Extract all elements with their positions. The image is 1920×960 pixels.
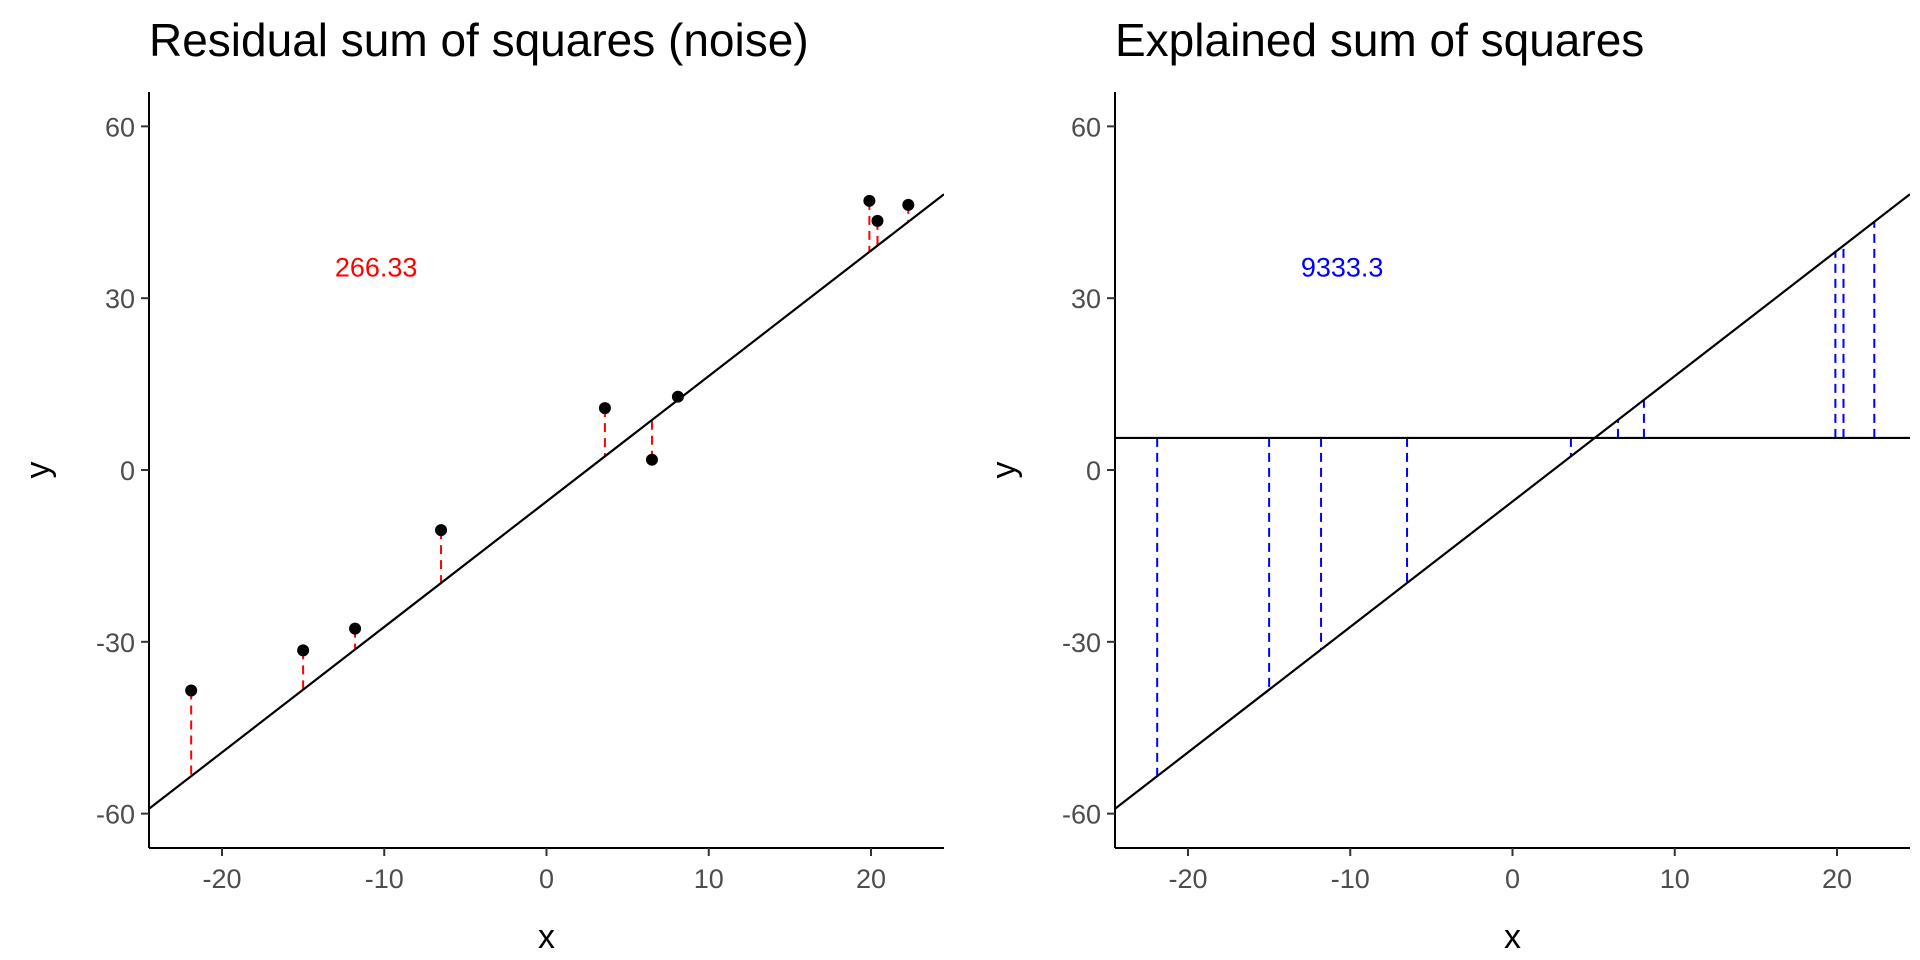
y-tick-label: 0: [1086, 456, 1101, 486]
data-point: [645, 453, 658, 466]
x-tick-label: 20: [856, 864, 886, 894]
x-tick-label: 10: [1660, 864, 1690, 894]
plot-area: [149, 193, 944, 810]
y-tick-label: -60: [96, 800, 135, 830]
y-tick-label: -60: [1062, 800, 1101, 830]
data-point: [598, 402, 611, 415]
data-point: [349, 622, 362, 635]
data-point: [902, 198, 915, 211]
y-tick-label: 0: [120, 456, 135, 486]
x-tick-label: -20: [202, 864, 241, 894]
sum-of-squares-annotation: 9333.3: [1301, 253, 1384, 283]
data-point: [863, 194, 876, 207]
x-tick-label: 20: [1822, 864, 1852, 894]
y-tick-label: 30: [105, 284, 135, 314]
y-tick-label: 60: [105, 112, 135, 142]
regression-line: [1115, 193, 1910, 810]
data-point: [185, 684, 198, 697]
data-point: [871, 214, 884, 227]
y-tick-label: -30: [1062, 628, 1101, 658]
y-tick-label: -30: [96, 628, 135, 658]
rss-panel: Residual sum of squares (noise) -60 -30 0 30…: [19, 14, 944, 956]
sum-of-squares-annotation: 266.33: [335, 253, 418, 283]
y-axis-label: y: [19, 462, 57, 479]
x-tick-label: -10: [365, 864, 404, 894]
regression-line: [149, 193, 944, 810]
plot-area: [1115, 193, 1910, 810]
x-axis-label: x: [538, 918, 555, 956]
data-point: [671, 390, 684, 403]
x-tick-label: -20: [1168, 864, 1207, 894]
y-tick-label: 60: [1071, 112, 1101, 142]
x-tick-label: 0: [1505, 864, 1520, 894]
x-tick-label: -10: [1331, 864, 1370, 894]
y-tick-label: 30: [1071, 284, 1101, 314]
x-tick-label: 0: [539, 864, 554, 894]
data-point: [297, 644, 310, 657]
x-tick-label: 10: [694, 864, 724, 894]
chart-title: Explained sum of squares: [1115, 14, 1644, 66]
ess-panel: Explained sum of squares -60 -30 0 30 60 -20 -1…: [985, 14, 1910, 956]
data-point: [435, 524, 448, 537]
chart-title: Residual sum of squares (noise): [149, 14, 809, 66]
x-axis-label: x: [1504, 918, 1521, 956]
y-axis-label: y: [985, 462, 1023, 479]
